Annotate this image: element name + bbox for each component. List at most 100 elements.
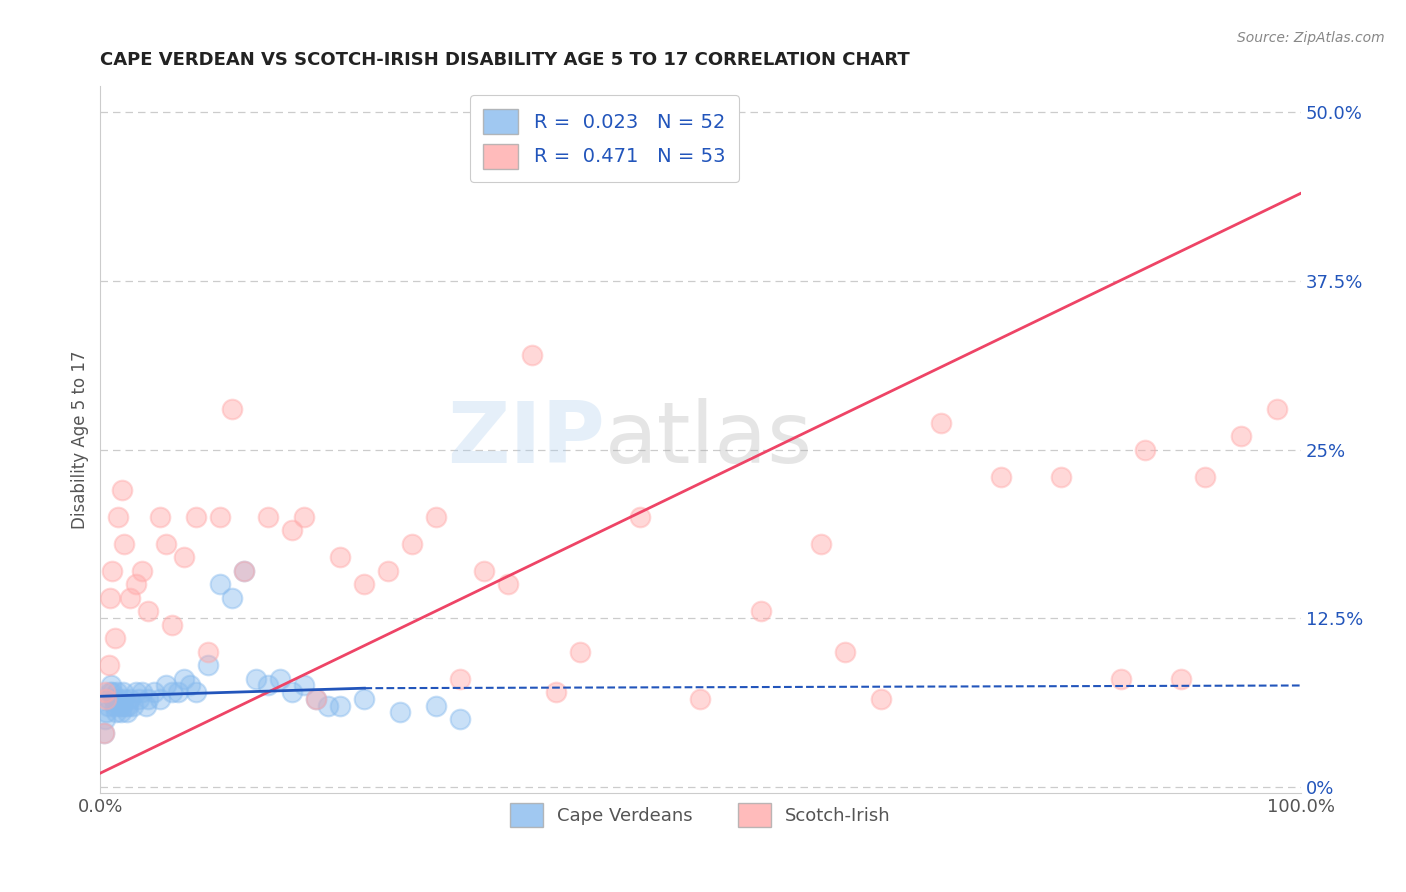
Point [305,692,328,706]
Point [281,524,304,538]
Legend: Cape Verdeans, Scotch-Irish: Cape Verdeans, Scotch-Irish [503,797,898,834]
Point [294,678,316,692]
Point [1049,469,1071,483]
Point [1109,672,1132,686]
Point [125,577,148,591]
Point [143,685,166,699]
Point [100,678,122,692]
Point [94,712,117,726]
Point [121,698,143,713]
Point [112,537,135,551]
Point [149,692,172,706]
Point [111,698,134,713]
Point [449,712,471,726]
Point [233,564,256,578]
Point [96,698,118,713]
Point [990,469,1012,483]
Point [221,402,243,417]
Point [281,685,304,699]
Point [131,685,153,699]
Point [101,564,124,578]
Point [135,698,157,713]
Point [305,692,328,706]
Point [94,685,117,699]
Point [149,510,172,524]
Point [101,685,124,699]
Point [128,692,150,706]
Point [97,658,120,673]
Point [221,591,243,605]
Point [186,685,208,699]
Text: Source: ZipAtlas.com: Source: ZipAtlas.com [1237,31,1385,45]
Point [173,550,195,565]
Point [197,658,219,673]
Point [498,577,520,591]
Point [377,564,399,578]
Point [107,510,129,524]
Point [630,510,652,524]
Point [449,672,471,686]
Point [329,698,352,713]
Point [162,617,184,632]
Point [97,692,120,706]
Point [93,725,115,739]
Point [749,604,772,618]
Point [167,685,190,699]
Point [1194,469,1216,483]
Point [389,706,412,720]
Point [110,706,132,720]
Point [1229,429,1251,443]
Point [93,725,115,739]
Point [425,510,447,524]
Point [108,698,131,713]
Point [115,706,138,720]
Point [120,591,142,605]
Point [353,577,375,591]
Point [125,685,148,699]
Point [209,577,232,591]
Text: ZIP: ZIP [447,398,605,481]
Point [209,510,232,524]
Point [1133,442,1156,457]
Point [1265,402,1288,417]
Point [245,672,267,686]
Point [546,685,568,699]
Point [834,645,856,659]
Y-axis label: Disability Age 5 to 17: Disability Age 5 to 17 [72,351,89,529]
Point [353,692,375,706]
Point [810,537,832,551]
Point [474,564,496,578]
Point [155,537,177,551]
Point [233,564,256,578]
Point [114,698,136,713]
Point [155,678,177,692]
Point [131,564,153,578]
Point [522,348,544,362]
Point [112,692,135,706]
Point [329,550,352,565]
Text: CAPE VERDEAN VS SCOTCH-IRISH DISABILITY AGE 5 TO 17 CORRELATION CHART: CAPE VERDEAN VS SCOTCH-IRISH DISABILITY … [100,51,910,69]
Point [138,604,160,618]
Point [294,510,316,524]
Point [111,483,134,497]
Point [105,685,128,699]
Point [869,692,891,706]
Point [173,672,195,686]
Point [269,672,291,686]
Point [425,698,447,713]
Point [179,678,201,692]
Point [107,692,129,706]
Point [569,645,592,659]
Text: atlas: atlas [605,398,813,481]
Point [96,692,118,706]
Point [162,685,184,699]
Point [689,692,711,706]
Point [257,510,280,524]
Point [197,645,219,659]
Point [318,698,340,713]
Point [98,591,121,605]
Point [103,692,125,706]
Point [138,692,160,706]
Point [98,685,121,699]
Point [104,698,127,713]
